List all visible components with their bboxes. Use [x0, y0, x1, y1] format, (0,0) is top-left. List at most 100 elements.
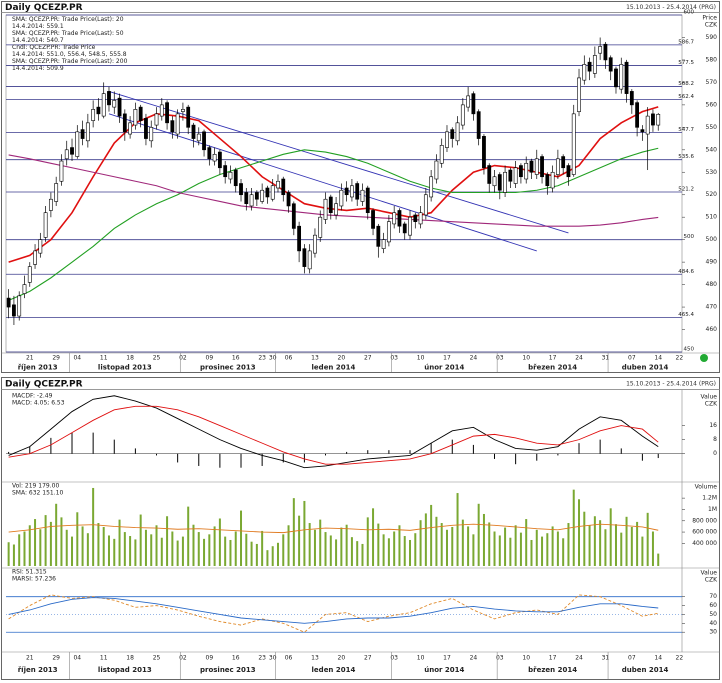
volume-bar	[266, 550, 269, 566]
level-label: 535.6	[678, 154, 694, 160]
x-tick-label: 24	[470, 355, 478, 362]
x-tick-label: 11	[100, 655, 108, 662]
x-tick-label: 04	[73, 355, 81, 362]
level-label: 465.4	[678, 312, 694, 318]
y-tick-label: 500	[706, 236, 718, 243]
candle-body	[371, 210, 375, 229]
candle-body	[138, 106, 143, 121]
candle-body	[133, 109, 138, 126]
volume-bar	[86, 533, 89, 566]
candle-body	[466, 95, 471, 108]
candle-body	[191, 124, 196, 139]
volume-bar	[208, 534, 211, 566]
volume-bar	[467, 526, 470, 566]
volume-bar	[482, 513, 485, 566]
candle-body	[524, 162, 529, 180]
candle-body	[365, 187, 370, 214]
candle-body	[22, 284, 27, 294]
candle-body	[59, 160, 64, 182]
candle-body	[91, 109, 96, 121]
x-tick-label: 24	[575, 355, 583, 362]
volume-bar	[335, 539, 338, 566]
candle-body	[128, 122, 133, 135]
candle-body	[286, 192, 291, 207]
candle-body	[328, 196, 333, 214]
volume-bar	[562, 538, 565, 566]
month-label: duben 2014	[622, 666, 669, 674]
candle-body	[122, 113, 127, 133]
candle-body	[587, 61, 592, 72]
volume-bar	[525, 519, 528, 566]
candle-body	[38, 239, 43, 254]
x-tick-label: 10	[417, 355, 425, 362]
x-tick-label: 23	[258, 655, 266, 662]
y-tick-label: 800 000	[692, 517, 717, 524]
legend-entry: Cndl: QCEZP.PR: Trade Price	[12, 44, 96, 51]
candle-body	[159, 104, 164, 117]
y-tick-label: 510	[706, 214, 718, 221]
candle-body	[270, 185, 275, 200]
candle-body	[545, 174, 550, 187]
candle-body	[302, 248, 307, 267]
candle-body	[212, 153, 217, 162]
volume-bar	[578, 499, 581, 566]
panel-subtitle: 15.10.2013 - 25.4.2014 (PRG)	[626, 381, 716, 388]
level-label: 521.2	[678, 187, 694, 193]
candle-body	[207, 147, 212, 160]
volume-bar	[92, 487, 95, 566]
candle-body	[33, 250, 37, 265]
y-tick-label: 30	[709, 629, 717, 636]
volume-bar	[567, 523, 570, 566]
candle-body	[534, 158, 539, 175]
lower-frame	[1, 377, 720, 680]
month-label: březen 2014	[528, 666, 577, 674]
candle-body	[418, 212, 423, 225]
legend-value: 14.4.2014: 559.1	[12, 23, 64, 30]
volume-bar	[102, 526, 105, 566]
candle-body	[540, 156, 544, 178]
level-label: 500	[684, 234, 695, 240]
volume-bar	[593, 516, 596, 566]
volume-bar	[39, 529, 42, 566]
candle-body	[112, 100, 117, 108]
x-tick-label: 04	[73, 655, 81, 662]
volume-bar	[218, 518, 221, 566]
volume-bar	[139, 514, 142, 566]
x-tick-label: 25	[153, 355, 161, 362]
volume-bar	[44, 515, 47, 566]
candle-body	[624, 61, 629, 94]
candle-body	[144, 118, 148, 139]
volume-bar	[192, 524, 195, 566]
x-tick-label: 17	[549, 655, 557, 662]
level-label: 577.5	[678, 60, 694, 66]
y-axis-label: Volume	[695, 484, 718, 491]
trendline	[108, 90, 569, 234]
candle-body	[43, 212, 48, 238]
level-label: 547.7	[678, 127, 694, 133]
candle-body	[75, 131, 80, 157]
candle-body	[101, 93, 106, 117]
y-tick-label: 490	[706, 259, 718, 266]
candle-body	[85, 122, 90, 142]
volume-bar	[134, 539, 137, 566]
candle-body	[471, 93, 476, 115]
x-tick-label: 06	[285, 355, 293, 362]
candle-body	[529, 160, 534, 173]
y-tick-label: 560	[706, 101, 718, 108]
legend-value: 14.4.2014: 540.7	[12, 37, 64, 44]
volume-bar	[514, 525, 517, 566]
volume-bar	[456, 493, 459, 566]
y-tick-label: 570	[706, 79, 718, 86]
volume-bar	[535, 529, 538, 566]
candle-body	[577, 77, 581, 112]
x-tick-label: 13	[311, 655, 319, 662]
level-label: 484.6	[678, 269, 694, 275]
candle-body	[291, 203, 296, 229]
candle-body	[402, 223, 407, 234]
candle-body	[239, 183, 243, 196]
candle-body	[196, 133, 201, 142]
candle-body	[592, 55, 597, 74]
month-label: listopad 2013	[98, 364, 152, 372]
candle-body	[376, 225, 381, 247]
candle-body	[175, 113, 180, 135]
